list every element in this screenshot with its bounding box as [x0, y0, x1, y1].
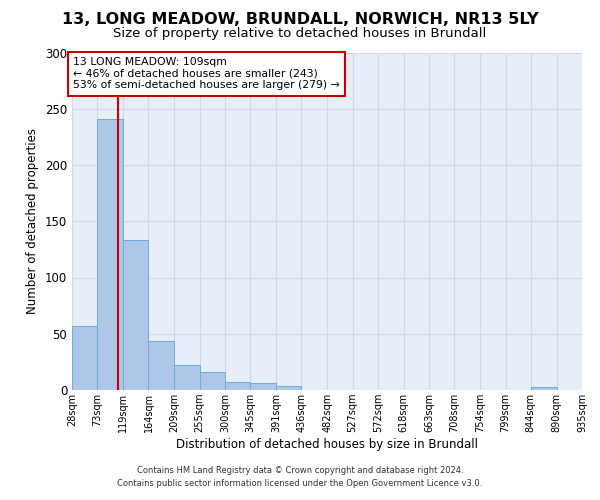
Bar — [200, 372, 225, 390]
Bar — [148, 340, 174, 390]
Text: Contains HM Land Registry data © Crown copyright and database right 2024.
Contai: Contains HM Land Registry data © Crown c… — [118, 466, 482, 487]
Text: 13, LONG MEADOW, BRUNDALL, NORWICH, NR13 5LY: 13, LONG MEADOW, BRUNDALL, NORWICH, NR13… — [62, 12, 538, 28]
Bar — [174, 365, 200, 390]
Bar — [123, 240, 148, 390]
Text: Size of property relative to detached houses in Brundall: Size of property relative to detached ho… — [113, 28, 487, 40]
Bar — [276, 386, 301, 390]
Bar — [97, 119, 123, 390]
Bar — [531, 386, 557, 390]
Bar — [225, 382, 250, 390]
Text: 13 LONG MEADOW: 109sqm
← 46% of detached houses are smaller (243)
53% of semi-de: 13 LONG MEADOW: 109sqm ← 46% of detached… — [73, 57, 340, 90]
Bar — [72, 326, 97, 390]
X-axis label: Distribution of detached houses by size in Brundall: Distribution of detached houses by size … — [176, 438, 478, 451]
Y-axis label: Number of detached properties: Number of detached properties — [26, 128, 40, 314]
Bar — [250, 383, 276, 390]
